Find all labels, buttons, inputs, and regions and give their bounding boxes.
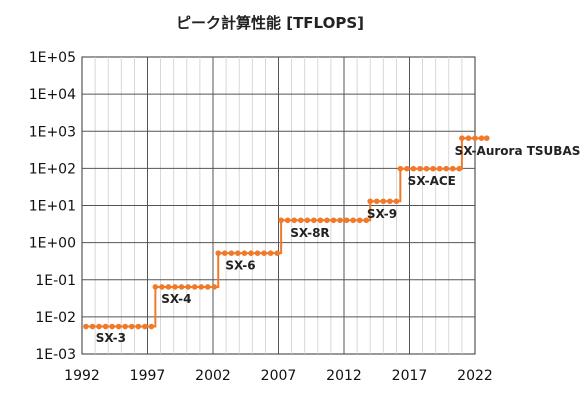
x-tick-labels: 1992 1997 2002 2007 2012 2017 2022 (64, 368, 493, 384)
annotation-label: SX-Aurora TSUBASA (455, 144, 580, 158)
y-tick-labels: 1E+05 1E+04 1E+03 1E+02 1E+01 1E+00 1E-01 1E-02… (29, 50, 76, 363)
data-point (417, 165, 423, 172)
data-point (274, 250, 280, 256)
x-tick-label: 1992 (64, 368, 100, 384)
data-point (404, 165, 410, 172)
annotation-label: SX-3 (96, 331, 126, 345)
data-point (128, 323, 135, 330)
data-point (142, 323, 148, 330)
y-tick-label: 1E+05 (29, 50, 76, 66)
data-point (363, 217, 370, 224)
annotation-label: SX-8R (290, 226, 330, 240)
data-point (204, 284, 211, 290)
y-tick-label: 1E-01 (35, 273, 76, 289)
data-point (172, 284, 178, 290)
chart-title: ピーク計算性能 [TFLOPS] (176, 14, 364, 32)
data-point (198, 284, 205, 290)
y-tick-label: 1E+03 (29, 124, 76, 140)
data-point (148, 323, 155, 330)
data-point (89, 323, 96, 330)
data-point (430, 165, 436, 172)
data-point (330, 217, 337, 224)
x-tick-label: 2007 (261, 368, 297, 384)
data-point (241, 250, 248, 256)
annotation-label: SX-4 (161, 292, 191, 306)
data-point (472, 135, 478, 141)
data-point (311, 217, 317, 224)
data-point (135, 323, 142, 330)
data-point (449, 165, 456, 172)
data-point (102, 323, 109, 330)
annotation-label: SX-ACE (408, 174, 456, 188)
annotation-label: SX-6 (225, 259, 255, 273)
data-point (261, 250, 267, 256)
data-point (465, 135, 472, 141)
x-tick-label: 2012 (326, 368, 362, 384)
data-point (254, 250, 261, 256)
data-point (83, 323, 89, 330)
data-point (456, 165, 463, 172)
data-point (423, 165, 430, 172)
data-point (248, 250, 254, 256)
data-point (115, 323, 122, 330)
data-point (373, 198, 380, 205)
data-point (350, 217, 356, 224)
data-point (278, 217, 284, 224)
data-point (228, 250, 235, 256)
data-point (185, 284, 191, 290)
data-point (483, 135, 490, 141)
data-point (397, 165, 404, 172)
data-point (337, 217, 343, 224)
data-point (215, 250, 222, 256)
data-point (380, 198, 387, 205)
x-tick-label: 2017 (392, 368, 428, 384)
data-point (284, 217, 291, 224)
data-point (191, 284, 198, 290)
y-tick-label: 1E+04 (29, 87, 76, 103)
data-point (367, 198, 374, 205)
data-point (459, 135, 465, 141)
series-group (83, 135, 490, 330)
y-tick-label: 1E+00 (29, 236, 76, 252)
data-point (96, 323, 102, 330)
data-point (443, 165, 449, 172)
data-point (109, 323, 115, 330)
y-tick-label: 1E+02 (29, 161, 76, 177)
data-point (356, 217, 363, 224)
data-point (317, 217, 324, 224)
data-point (159, 284, 165, 290)
data-point (235, 250, 241, 256)
data-point (297, 217, 304, 224)
data-point (387, 198, 393, 205)
data-point (436, 165, 443, 172)
gridlines (82, 57, 475, 354)
data-point (291, 217, 298, 224)
x-tick-label: 2022 (457, 368, 493, 384)
data-point (324, 217, 330, 224)
annotation-label: SX-9 (367, 207, 397, 221)
data-point (122, 323, 129, 330)
y-tick-label: 1E-03 (35, 347, 76, 363)
x-tick-label: 2002 (195, 368, 231, 384)
data-point (478, 135, 485, 141)
data-point (221, 250, 228, 256)
data-point (343, 217, 350, 224)
data-point (211, 284, 218, 290)
data-point (410, 165, 417, 172)
data-point (152, 284, 159, 290)
x-tick-label: 1997 (130, 368, 166, 384)
data-point (165, 284, 172, 290)
y-tick-label: 1E+01 (29, 199, 76, 215)
annotations: SX-3 SX-4 SX-6 SX-8R SX-9 SX-ACE SX-Aurora TSU… (96, 144, 580, 345)
data-point (178, 284, 185, 290)
data-point (393, 198, 400, 205)
y-tick-label: 1E-02 (35, 310, 76, 326)
data-point (267, 250, 274, 256)
data-point (304, 217, 311, 224)
